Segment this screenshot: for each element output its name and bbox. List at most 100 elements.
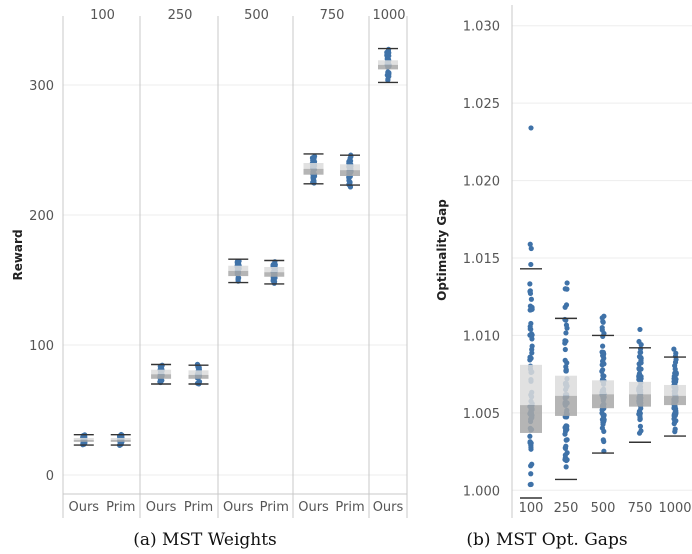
box-250-point: [562, 445, 569, 452]
box-500-box-upper: [592, 380, 614, 395]
box-100-point: [527, 290, 534, 297]
panel-header-250: 250: [168, 8, 193, 23]
box-750-box-lower: [629, 394, 651, 407]
panel-header-750: 750: [320, 8, 345, 23]
box-1000-point: [672, 429, 678, 435]
panel-header-100: 100: [90, 8, 115, 23]
box-100-point: [529, 346, 535, 353]
box-250-point: [564, 280, 570, 286]
box-1000-ours-point: [385, 70, 391, 76]
box-1000-point: [671, 346, 677, 352]
box-100-point: [527, 323, 533, 330]
box-500-point: [600, 412, 606, 418]
box-750-prim-box-upper: [340, 164, 360, 171]
box-100-box-upper: [520, 364, 542, 406]
box-1000-ours-box-lower: [378, 64, 398, 70]
box-100-ours-box-upper: [73, 437, 94, 440]
box-250-prim-point: [196, 380, 202, 386]
box-100-ours-box-lower: [73, 439, 94, 442]
box-500-ours-box-upper: [228, 265, 249, 271]
box-100-point: [528, 463, 534, 469]
y-tick-label-right: 1.020: [463, 175, 500, 190]
box-250-point: [564, 437, 570, 443]
box-750-point: [637, 414, 643, 420]
box-500-point: [600, 421, 606, 427]
box-500-point: [601, 313, 607, 319]
box-100-box-lower: [520, 405, 542, 433]
box-750-point: [636, 408, 643, 414]
method-label-ours: Ours: [298, 500, 329, 515]
box-500-point: [600, 343, 606, 349]
box-100-point: [528, 444, 534, 450]
box-250-point: [563, 322, 570, 328]
box-500-box-lower: [592, 394, 614, 409]
box-750-point: [636, 376, 642, 383]
box-100-point: [527, 241, 533, 247]
box-500-point: [601, 428, 607, 435]
y-tick-label-left: 200: [29, 209, 54, 224]
method-label-ours: Ours: [223, 500, 254, 515]
box-250-box-lower: [555, 395, 577, 416]
box-1000-point: [673, 356, 679, 363]
box-750-point: [636, 371, 643, 377]
chart-right-mst-opt-gaps: 1.000 1.005 1.010 1.015 1.020 1.025 1.030 Optim…: [435, 5, 692, 518]
box-100-point: [528, 261, 534, 268]
box-500-point: [600, 437, 606, 443]
box-100-point: [528, 440, 534, 446]
box-250-prim-box-upper: [188, 370, 209, 375]
x-tick-label-750: 750: [628, 501, 653, 516]
box-1000-point: [672, 366, 678, 372]
box-500-ours-point: [235, 275, 242, 281]
box-250-point: [563, 423, 569, 429]
panel-header-1000: 1000: [372, 8, 405, 23]
method-label-prim: Prim: [184, 500, 213, 515]
method-label-prim: Prim: [106, 500, 135, 515]
y-tick-label-right: 1.025: [463, 97, 500, 112]
box-750-point: [637, 346, 644, 352]
box-500-prim-box-lower: [264, 272, 285, 277]
y-tick-label-right: 1.015: [463, 252, 500, 267]
box-500-ours-point: [234, 259, 240, 265]
x-tick-label-100: 100: [519, 501, 544, 516]
box-100-point: [527, 354, 533, 360]
box-250-point: [562, 286, 568, 292]
box-250-point: [562, 338, 568, 344]
box-500-point: [601, 361, 607, 367]
box-500-prim-point: [271, 278, 277, 284]
box-750-ours-point: [310, 155, 316, 161]
box-250-box-upper: [555, 375, 577, 396]
box-100-point: [527, 332, 533, 338]
box-100-prim-box-lower: [110, 439, 131, 442]
method-label-prim: Prim: [335, 500, 364, 515]
box-750-box-upper: [629, 381, 651, 395]
box-750-point: [637, 423, 644, 429]
box-500-point: [600, 372, 606, 379]
y-tick-label-left: 100: [29, 339, 54, 354]
box-250-point: [562, 346, 568, 353]
chart-left-mst-weights: 0 100 200 300 Reward 100 250 500 750 1000 Ours Prim…: [11, 8, 408, 518]
box-750-point: [638, 428, 644, 434]
box-250-point: [562, 428, 569, 434]
caption-right: (b) MST Opt. Gaps: [466, 530, 627, 550]
box-750-point: [636, 354, 643, 360]
box-500-ours-box-lower: [228, 270, 249, 277]
caption-left: (a) MST Weights: [133, 530, 277, 550]
box-250-point: [562, 357, 568, 363]
y-tick-label-left: 300: [29, 79, 54, 94]
box-250-point: [563, 330, 569, 336]
box-1000-point: [673, 411, 679, 417]
box-1000-point: [673, 418, 679, 424]
box-750-point: [636, 338, 642, 345]
box-250-ours-box-upper: [151, 369, 172, 375]
method-label-ours: Ours: [146, 500, 177, 515]
y-tick-label-right: 1.000: [463, 484, 500, 499]
box-1000-point: [672, 406, 679, 412]
box-1000-ours-box-upper: [378, 60, 398, 65]
box-1000-ours-point: [384, 50, 390, 57]
box-1000-point: [671, 378, 677, 385]
box-750-point: [638, 358, 644, 364]
box-500-point: [600, 319, 606, 325]
y-tick-label-right: 1.010: [463, 329, 500, 344]
box-100-point: [528, 471, 534, 477]
